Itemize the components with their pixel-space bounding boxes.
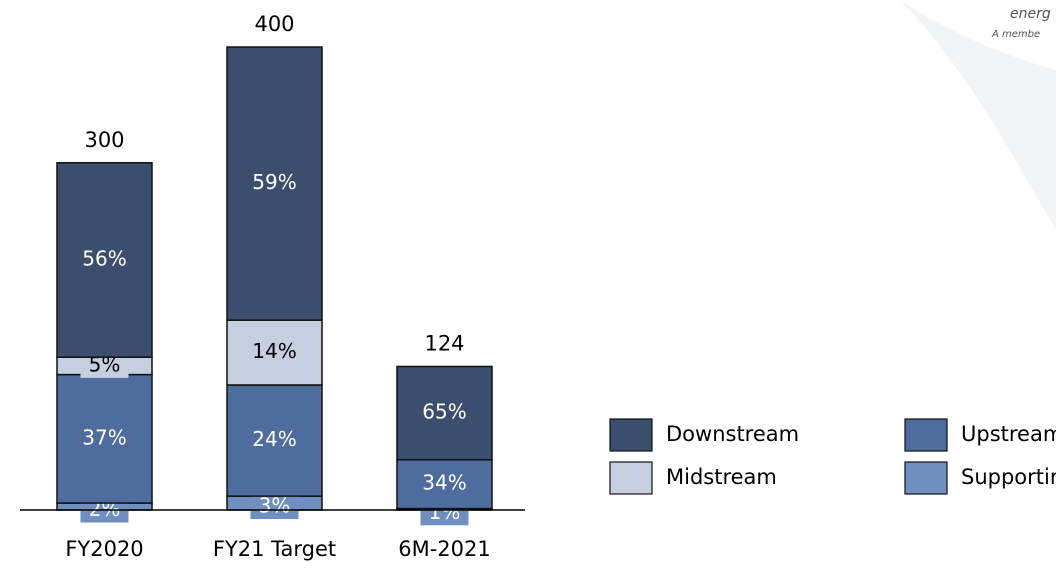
logo-text: energ — [1010, 6, 1051, 22]
bar-segment — [226, 46, 323, 321]
total-label: 300 — [84, 128, 124, 152]
legend-swatch — [609, 418, 653, 452]
legend-swatch — [609, 461, 653, 495]
logo-swoosh — [900, 0, 1056, 230]
data-label: 65% — [422, 400, 466, 424]
label-box — [250, 495, 299, 520]
total-label: 400 — [254, 12, 294, 36]
bar-segment — [226, 384, 323, 497]
data-label: 34% — [422, 471, 466, 495]
total-label: 124 — [424, 331, 464, 355]
data-label: 14% — [252, 339, 296, 363]
bar-segment — [396, 365, 493, 461]
bar-segment — [56, 373, 153, 504]
data-label: 56% — [82, 246, 126, 270]
bar-segment — [56, 162, 153, 358]
legend-label: Supporting — [961, 465, 1056, 489]
legend-swatch — [904, 461, 948, 495]
legend-label: Downstream — [666, 422, 799, 446]
x-tick-label: FY2020 — [65, 537, 143, 561]
data-label: 24% — [252, 427, 296, 451]
legend-label: Upstream — [961, 422, 1056, 446]
bar-segment — [396, 459, 493, 510]
legend-label: Midstream — [666, 465, 777, 489]
x-tick-label: 6M-2021 — [398, 537, 491, 561]
legend-swatch — [904, 418, 948, 452]
data-label: 3% — [259, 494, 291, 518]
logo-subtext: A membe — [991, 29, 1040, 40]
data-label: 37% — [82, 425, 126, 449]
bar-segment — [226, 319, 323, 386]
x-tick-label: FY21 Target — [213, 537, 336, 561]
data-label: 59% — [252, 170, 296, 194]
